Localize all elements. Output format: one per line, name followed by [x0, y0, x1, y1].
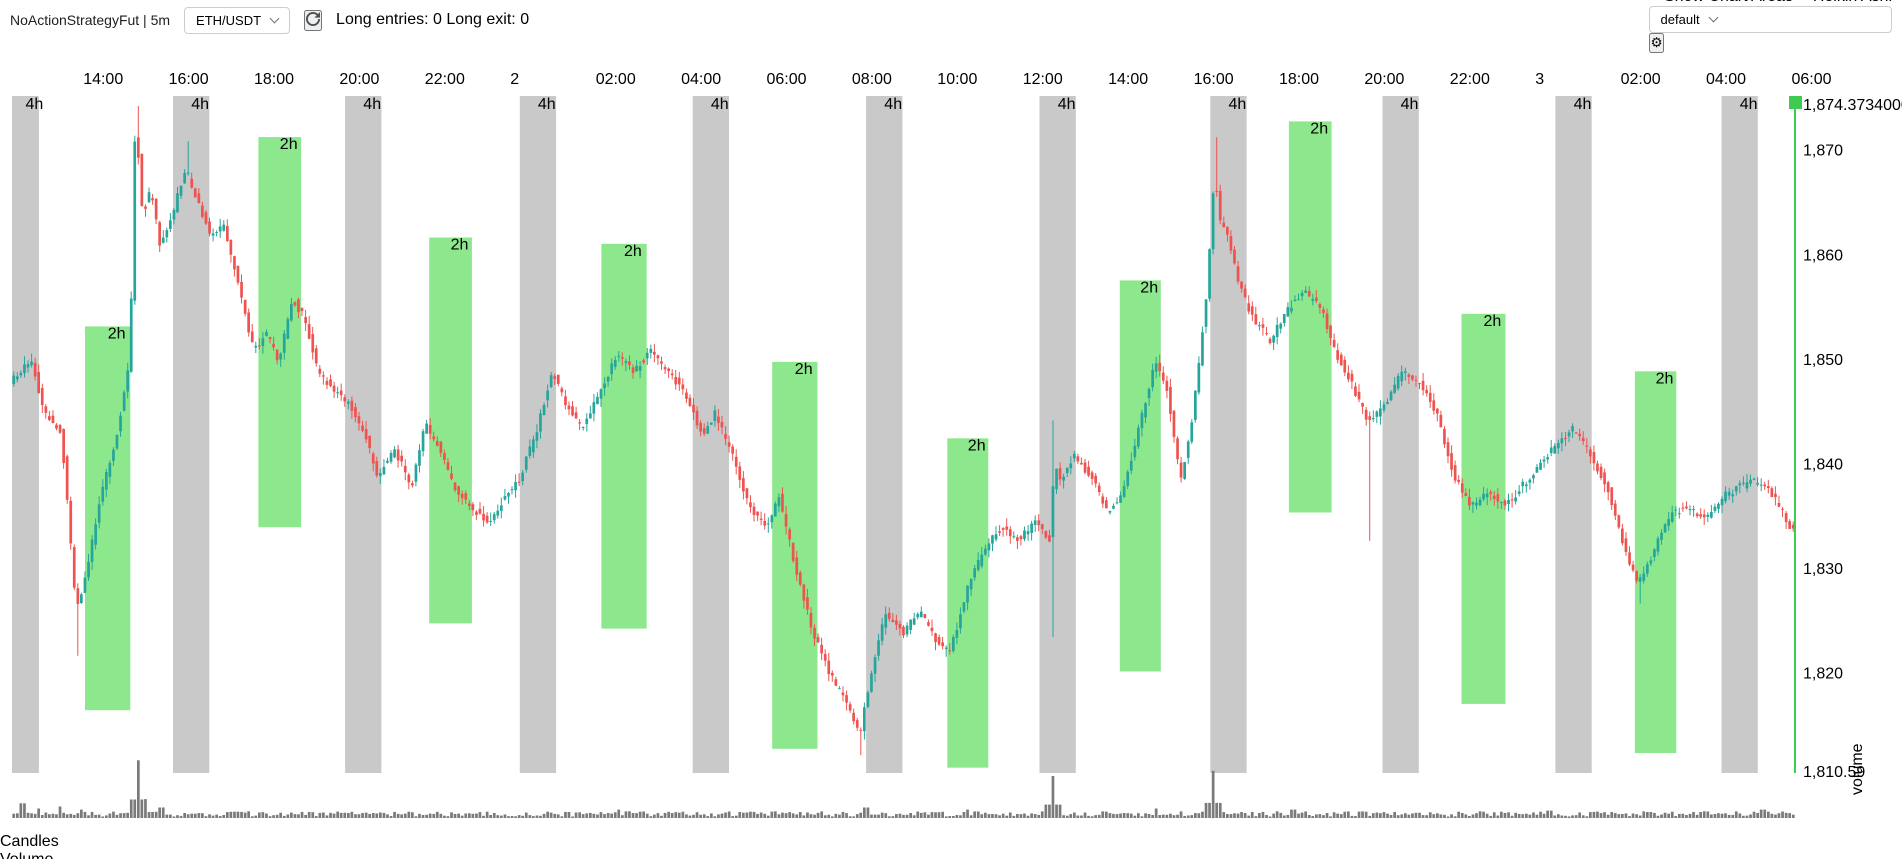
refresh-icon	[306, 11, 321, 29]
checkbox-checked-icon[interactable]	[1649, 0, 1664, 5]
svg-text:22:00: 22:00	[1450, 71, 1490, 88]
svg-text:20:00: 20:00	[1364, 71, 1404, 88]
pair-select[interactable]: ETH/USDT	[184, 6, 291, 34]
svg-text:18:00: 18:00	[254, 71, 294, 88]
svg-text:2h: 2h	[1484, 313, 1502, 330]
svg-text:10:00: 10:00	[937, 71, 977, 88]
svg-text:08:00: 08:00	[852, 71, 892, 88]
svg-text:4h: 4h	[191, 96, 209, 113]
legend-item-candles[interactable]: Candles	[0, 833, 1902, 851]
svg-text:04:00: 04:00	[681, 71, 721, 88]
heikin-ashi-checkbox[interactable]: Heikin Ashi	[1797, 0, 1892, 5]
svg-text:04:00: 04:00	[1706, 71, 1746, 88]
legend-item-volume[interactable]: Volume	[0, 851, 1902, 859]
svg-text:16:00: 16:00	[169, 71, 209, 88]
svg-text:4h: 4h	[1229, 96, 1247, 113]
svg-text:2h: 2h	[968, 437, 986, 454]
svg-text:1,850: 1,850	[1803, 352, 1843, 369]
svg-text:volume: volume	[1849, 743, 1866, 795]
chart-legend: Candles Volume Entry Exit Trades	[0, 833, 1902, 859]
svg-text:02:00: 02:00	[596, 71, 636, 88]
svg-text:12:00: 12:00	[1023, 71, 1063, 88]
toolbar: NoActionStrategyFut | 5m ETH/USDT Long e…	[0, 0, 1902, 53]
strategy-title: NoActionStrategyFut | 5m	[10, 12, 171, 28]
svg-text:2h: 2h	[1310, 120, 1328, 137]
show-chart-areas-checkbox[interactable]: Show Chart Areas	[1649, 0, 1798, 5]
long-entries-label: Long entries: 0	[336, 11, 442, 28]
svg-text:1,874.373400000: 1,874.373400000	[1803, 97, 1902, 114]
pair-select-value: ETH/USDT	[196, 12, 262, 28]
svg-text:2h: 2h	[1140, 279, 1158, 296]
svg-text:14:00: 14:00	[1108, 71, 1148, 88]
svg-text:4h: 4h	[538, 96, 556, 113]
svg-text:16:00: 16:00	[1194, 71, 1234, 88]
svg-text:1,860: 1,860	[1803, 247, 1843, 264]
svg-text:2h: 2h	[624, 243, 642, 260]
legend-volume-label: Volume	[0, 851, 53, 859]
chevron-down-icon	[269, 13, 280, 23]
heikin-ashi-label: Heikin Ashi	[1813, 0, 1892, 5]
refresh-button[interactable]	[304, 9, 323, 31]
svg-text:20:00: 20:00	[339, 71, 379, 88]
svg-text:06:00: 06:00	[1792, 71, 1832, 88]
chevron-down-icon	[1708, 12, 1719, 22]
svg-text:4h: 4h	[1574, 96, 1592, 113]
svg-text:1,810.59: 1,810.59	[1803, 764, 1865, 781]
gear-icon: ⚙	[1650, 34, 1663, 50]
svg-text:4h: 4h	[1401, 96, 1419, 113]
svg-text:06:00: 06:00	[767, 71, 807, 88]
svg-text:1,820: 1,820	[1803, 666, 1843, 683]
svg-text:4h: 4h	[1740, 96, 1758, 113]
show-chart-areas-label: Show Chart Areas	[1664, 0, 1793, 5]
plot-config-select[interactable]: default	[1648, 5, 1892, 33]
svg-text:1,870: 1,870	[1803, 143, 1843, 160]
svg-text:2h: 2h	[280, 136, 298, 153]
svg-text:4h: 4h	[884, 96, 902, 113]
svg-text:14:00: 14:00	[83, 71, 123, 88]
svg-text:2h: 2h	[795, 361, 813, 378]
svg-text:1,830: 1,830	[1803, 561, 1843, 578]
svg-text:4h: 4h	[363, 96, 381, 113]
svg-text:18:00: 18:00	[1279, 71, 1319, 88]
svg-text:22:00: 22:00	[425, 71, 465, 88]
main-chart-canvas[interactable]: 4h 4h 4h 4h 4h 4h 4h 4h 4h 4h 4h 2h 2h 2h 2h 2h 2h 2h 2h 2h…	[0, 0, 1902, 828]
svg-text:2h: 2h	[108, 325, 126, 342]
legend-candles-label: Candles	[0, 833, 59, 850]
svg-text:2: 2	[510, 71, 519, 88]
svg-text:4h: 4h	[26, 96, 44, 113]
long-exit-label: Long exit: 0	[446, 11, 530, 28]
svg-text:4h: 4h	[711, 96, 729, 113]
svg-text:2h: 2h	[451, 237, 469, 254]
settings-button[interactable]: ⚙	[1648, 32, 1665, 53]
plot-config-value: default	[1660, 11, 1700, 27]
svg-text:3: 3	[1535, 71, 1544, 88]
svg-text:4h: 4h	[1058, 96, 1076, 113]
svg-text:02:00: 02:00	[1621, 71, 1661, 88]
svg-text:1,840: 1,840	[1803, 457, 1843, 474]
svg-text:2h: 2h	[1656, 370, 1674, 387]
checkbox-unchecked-icon[interactable]	[1797, 0, 1812, 5]
